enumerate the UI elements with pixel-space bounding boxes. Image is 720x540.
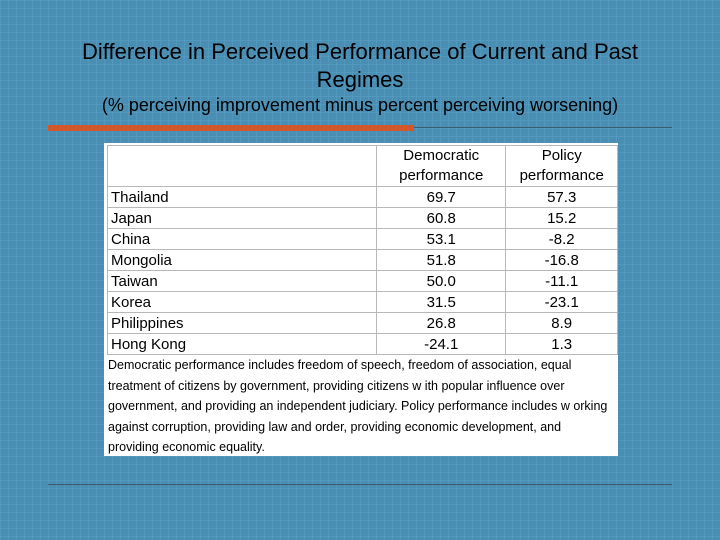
policy-cell: 1.3	[505, 333, 618, 355]
slide-title-line1: Difference in Perceived Performance of C…	[82, 39, 638, 64]
table-row: Japan 60.8 15.2	[106, 207, 618, 229]
country-cell: Philippines	[106, 312, 378, 334]
header-democratic: Democratic performance	[376, 145, 507, 187]
country-cell: Taiwan	[106, 270, 378, 292]
country-cell: Hong Kong	[106, 333, 378, 355]
democratic-cell: 51.8	[376, 249, 507, 271]
table-row: Hong Kong -24.1 1.3	[106, 333, 618, 355]
header-policy: Policy performance	[505, 145, 618, 187]
democratic-cell: 50.0	[376, 270, 507, 292]
header-democratic-line2: performance	[399, 167, 484, 184]
slide-title: Difference in Perceived Performance of C…	[40, 38, 680, 94]
header-democratic-line1: Democratic	[403, 147, 480, 164]
policy-cell: 15.2	[505, 207, 618, 229]
table-row: Korea 31.5 -23.1	[106, 291, 618, 313]
policy-cell: -23.1	[505, 291, 618, 313]
slide-subtitle: (% perceiving improvement minus percent …	[101, 95, 619, 115]
democratic-cell: -24.1	[376, 333, 507, 355]
table-row: Mongolia 51.8 -16.8	[106, 249, 618, 271]
footer-rule	[48, 484, 672, 485]
policy-cell: -16.8	[505, 249, 618, 271]
table-row: Philippines 26.8 8.9	[106, 312, 618, 334]
policy-cell: -11.1	[505, 270, 618, 292]
democratic-cell: 26.8	[376, 312, 507, 334]
table-row: Taiwan 50.0 -11.1	[106, 270, 618, 292]
title-rule	[414, 127, 672, 128]
country-cell: Thailand	[106, 186, 378, 208]
democratic-cell: 31.5	[376, 291, 507, 313]
accent-rule	[48, 125, 414, 131]
policy-cell: 57.3	[505, 186, 618, 208]
democratic-cell: 69.7	[376, 186, 507, 208]
democratic-cell: 53.1	[376, 228, 507, 250]
democratic-cell: 60.8	[376, 207, 507, 229]
country-cell: Korea	[106, 291, 378, 313]
country-cell: Japan	[106, 207, 378, 229]
policy-cell: 8.9	[505, 312, 618, 334]
table-panel: Democratic performance Policy performanc…	[104, 143, 618, 456]
policy-cell: -8.2	[505, 228, 618, 250]
slide-title-line2: Regimes	[316, 67, 404, 92]
country-cell: China	[106, 228, 378, 250]
country-cell: Mongolia	[106, 249, 378, 271]
header-country	[106, 145, 378, 187]
table-footnote: Democratic performance includes freedom …	[108, 358, 608, 454]
table-row: China 53.1 -8.2	[106, 228, 618, 250]
performance-table: Democratic performance Policy performanc…	[106, 145, 618, 355]
header-policy-line2: performance	[519, 167, 604, 184]
header-policy-line1: Policy	[541, 147, 582, 164]
table-row: Thailand 69.7 57.3	[106, 186, 618, 208]
table-header-row: Democratic performance Policy performanc…	[106, 145, 618, 187]
